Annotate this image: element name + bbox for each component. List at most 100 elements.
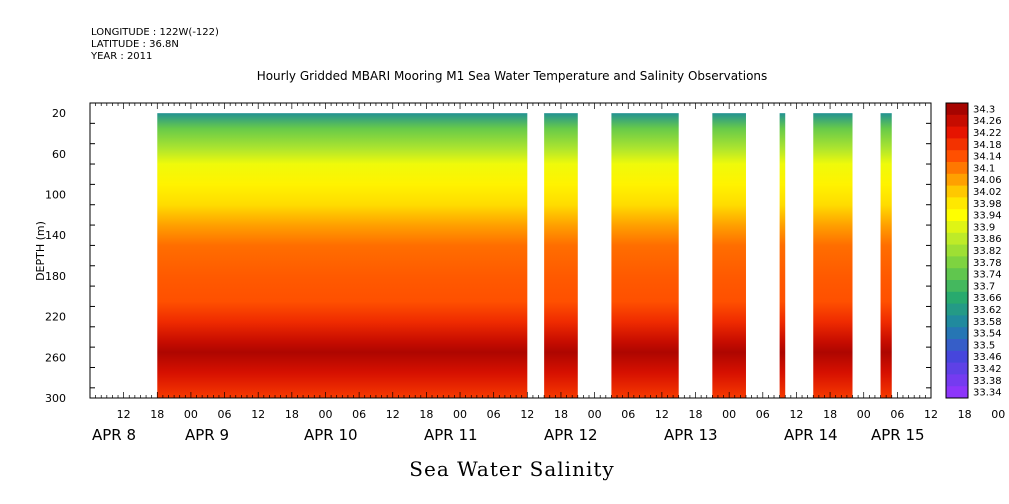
colorbar-label: 34.06: [973, 175, 1002, 186]
year-label: YEAR : 2011: [90, 51, 152, 62]
colorbar-label: 33.54: [973, 329, 1002, 340]
axis-ticks: 20 60 100 140 180 220 260 300 12 18 00 06 12 18 00 06 12…: [45, 102, 1005, 444]
colorbar-swatch: [946, 327, 968, 340]
colorbar-swatch: [946, 350, 968, 364]
colorbar-swatch: [946, 150, 968, 163]
colorbar-swatch: [946, 185, 968, 198]
colorbar-swatch: [946, 221, 968, 234]
colorbar-label: 33.9: [973, 222, 995, 233]
colorbar-label: 33.74: [973, 270, 1002, 281]
x-axis-label: Sea Water Salinity: [409, 457, 614, 481]
colorbar-label: 34.26: [973, 116, 1002, 127]
y-tick-label: 60: [52, 148, 66, 161]
data-segment-3: [712, 113, 746, 398]
date-label: APR 14: [784, 426, 838, 444]
colorbar-frame: [945, 102, 969, 399]
latitude-label: LATITUDE : 36.8N: [91, 39, 179, 50]
x-tick-label: 00: [453, 408, 467, 421]
colorbar-label: 33.42: [973, 364, 1002, 375]
colorbar-swatch: [946, 386, 968, 399]
colorbar-swatch: [946, 291, 968, 305]
data-segment-1: [544, 113, 578, 398]
x-tick-label: 12: [789, 408, 803, 421]
x-tick-label: 12: [386, 408, 400, 421]
colorbar-swatch: [946, 162, 968, 175]
colorbar-label: 33.38: [973, 376, 1002, 387]
y-tick-label: 180: [45, 270, 66, 283]
x-tick-label: 00: [588, 408, 602, 421]
x-tick-label: 00: [857, 408, 871, 421]
colorbar-swatch: [946, 209, 968, 222]
y-tick-label: 220: [45, 311, 66, 324]
date-label: APR 13: [664, 426, 718, 444]
data-segment-6: [880, 113, 892, 398]
colorbar-label: 34.18: [973, 140, 1002, 151]
x-tick-label: 12: [655, 408, 669, 421]
x-tick-label: 18: [554, 408, 568, 421]
colorbar-label: 34.22: [973, 128, 1002, 139]
colorbar-label: 33.86: [973, 234, 1002, 245]
colorbar-swatch: [946, 315, 968, 328]
colorbar-label: 33.5: [973, 340, 995, 351]
colorbar-swatch: [946, 374, 968, 387]
x-tick-label: 00: [722, 408, 736, 421]
colorbar-swatch: [946, 197, 968, 210]
x-tick-label: 18: [419, 408, 433, 421]
colorbar-label: 33.34: [973, 388, 1002, 399]
colorbar-swatch: [946, 256, 968, 269]
colorbar-label: 33.82: [973, 246, 1002, 257]
colorbar-label: 33.62: [973, 305, 1002, 316]
colorbar-label: 33.94: [973, 211, 1002, 222]
x-tick-label: 06: [487, 408, 501, 421]
x-tick-label: 06: [218, 408, 232, 421]
colorbar-swatch: [946, 303, 968, 316]
colorbar-swatch: [946, 244, 968, 257]
colorbar-swatch: [946, 126, 968, 139]
y-axis-label: DEPTH (m): [34, 221, 47, 281]
colorbar-label: 33.46: [973, 352, 1002, 363]
date-label: APR 11: [424, 426, 478, 444]
heatmap-plot: [157, 113, 892, 398]
longitude-label: LONGITUDE : 122W(-122): [91, 27, 219, 38]
x-tick-label: 18: [823, 408, 837, 421]
colorbar-label: 33.98: [973, 199, 1002, 210]
data-segment-0: [157, 113, 528, 398]
colorbar-swatch: [946, 362, 968, 375]
colorbar: 34.334.2634.2234.1834.1434.134.0634.0233…: [945, 102, 1002, 399]
colorbar-label: 33.78: [973, 258, 1002, 269]
y-tick-label: 100: [45, 189, 66, 202]
data-segment-5: [813, 113, 853, 398]
x-tick-label: 00: [184, 408, 198, 421]
colorbar-swatch: [946, 280, 968, 293]
x-tick-label: 12: [117, 408, 131, 421]
colorbar-swatch: [946, 339, 968, 352]
colorbar-label: 34.1: [973, 163, 995, 174]
data-segment-2: [611, 113, 679, 398]
x-tick-label: 06: [352, 408, 366, 421]
date-label: APR 12: [544, 426, 598, 444]
colorbar-label: 33.7: [973, 281, 995, 292]
date-label: APR 9: [185, 426, 229, 444]
header-info: LONGITUDE : 122W(-122) LATITUDE : 36.8N …: [90, 27, 219, 62]
x-tick-label: 18: [150, 408, 164, 421]
colorbar-swatch: [946, 268, 968, 281]
x-tick-label: 18: [285, 408, 299, 421]
y-tick-label: 20: [52, 107, 66, 120]
data-segment-4: [779, 113, 786, 398]
x-tick-label: 18: [689, 408, 703, 421]
colorbar-label: 33.66: [973, 293, 1002, 304]
date-label: APR 8: [92, 426, 136, 444]
x-tick-label: 06: [756, 408, 770, 421]
colorbar-swatch: [946, 103, 968, 116]
x-tick-label: 00: [991, 408, 1005, 421]
y-tick-label: 260: [45, 351, 66, 364]
x-tick-label: 06: [890, 408, 904, 421]
chart-title: Hourly Gridded MBARI Mooring M1 Sea Wate…: [257, 69, 768, 83]
colorbar-swatch: [946, 173, 968, 187]
date-label: APR 10: [304, 426, 358, 444]
y-tick-label: 140: [45, 229, 66, 242]
y-tick-label: 300: [45, 392, 66, 405]
date-label: APR 15: [871, 426, 925, 444]
x-tick-label: 06: [621, 408, 635, 421]
